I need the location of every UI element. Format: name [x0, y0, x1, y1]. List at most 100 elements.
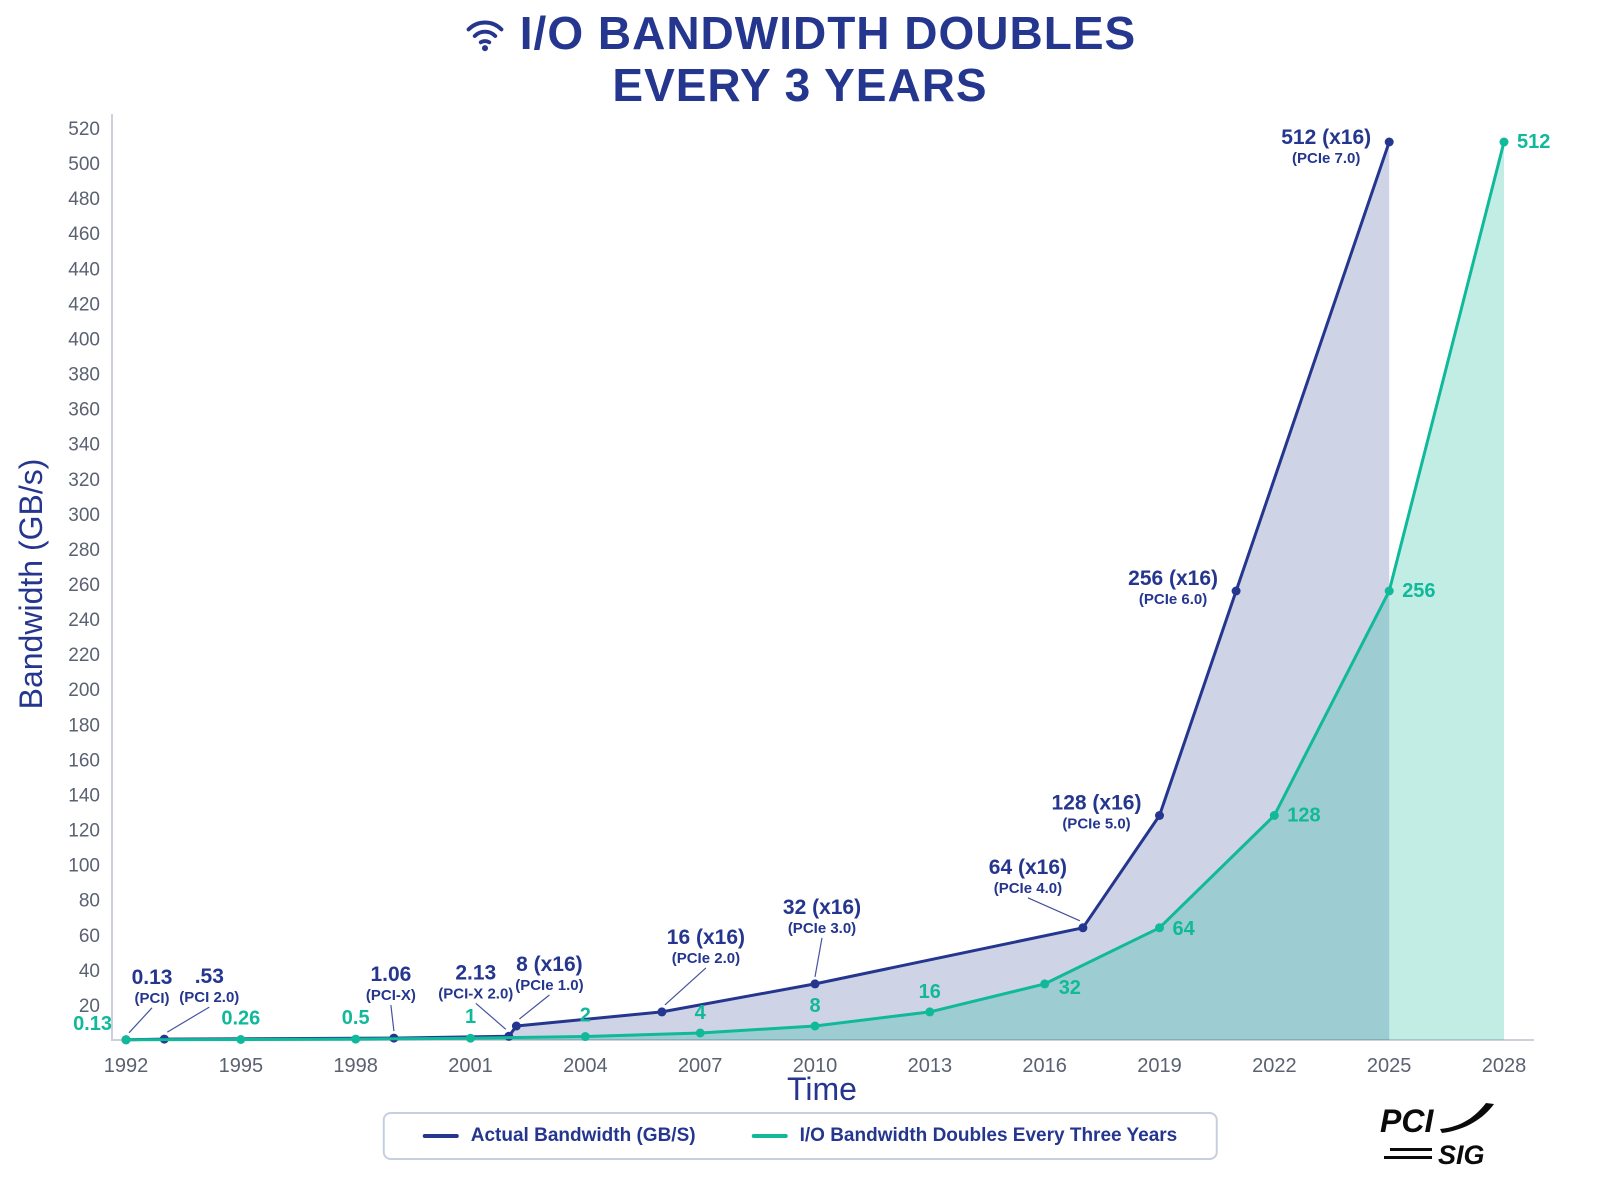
data-point [466, 1033, 475, 1043]
series-area-actual [126, 142, 1390, 1040]
point-value-label: 8 [809, 995, 820, 1017]
point-value-label: 0.5 [342, 1007, 370, 1029]
point-value-label: 4 [695, 1002, 707, 1024]
point-value-label: 128 [1287, 805, 1320, 827]
data-point [925, 1007, 935, 1017]
point-spec-label: (PCIe 3.0) [788, 920, 856, 937]
y-tick-label: 200 [68, 680, 100, 701]
point-value-label: 8 (x16) [516, 953, 583, 976]
label-leader-line [128, 1007, 153, 1034]
point-spec-label: (PCIe 7.0) [1292, 150, 1360, 167]
label-leader-line [166, 1006, 210, 1033]
y-tick-label: 440 [68, 259, 100, 280]
x-tick-label: 2022 [1252, 1055, 1297, 1077]
title-text-2: EVERY 3 YEARS [612, 58, 988, 111]
point-spec-label: (PCI) [135, 990, 170, 1007]
data-point [236, 1035, 246, 1044]
logo-pci-text: PCI [1380, 1103, 1434, 1139]
label-leader-line [475, 1002, 507, 1030]
label-leader-line [814, 937, 823, 978]
label-leader-line [519, 994, 550, 1020]
title-line-2: EVERY 3 YEARS [0, 58, 1600, 112]
x-tick-label: 1995 [219, 1055, 264, 1077]
x-tick-label: 2013 [908, 1055, 953, 1077]
y-tick-label: 360 [68, 400, 100, 421]
y-tick-label: 380 [68, 365, 100, 386]
legend-swatch [422, 1134, 459, 1138]
y-tick-label: 520 [68, 119, 100, 140]
data-point [1155, 811, 1164, 820]
point-value-label: 16 (x16) [667, 926, 745, 949]
point-value-label: 512 [1517, 131, 1550, 153]
point-value-label: 2 [580, 1005, 591, 1027]
legend: Actual Bandwidth (GB/S) I/O Bandwidth Dou… [382, 1112, 1218, 1160]
y-tick-label: 240 [68, 610, 100, 631]
y-tick-label: 460 [68, 224, 100, 245]
data-point [511, 1021, 521, 1031]
data-point [1078, 923, 1088, 933]
data-point [121, 1035, 131, 1045]
point-spec-label: (PCIe 6.0) [1139, 591, 1207, 608]
y-tick-label: 500 [68, 154, 100, 175]
point-value-label: 2.13 [455, 961, 496, 984]
data-point [1269, 811, 1279, 820]
point-value-label: 512 (x16) [1281, 126, 1371, 149]
point-value-label: 16 [919, 981, 941, 1003]
data-point [810, 1021, 820, 1031]
y-tick-label: 140 [68, 785, 100, 806]
point-value-label: 1 [465, 1006, 476, 1028]
data-point [1040, 979, 1050, 989]
y-tick-label: 100 [68, 856, 100, 877]
point-spec-label: (PCIe 1.0) [515, 977, 583, 994]
page-title: I/O BANDWIDTH DOUBLES EVERY 3 YEARS [0, 7, 1600, 112]
point-spec-label: (PCI-X) [366, 987, 416, 1004]
logo-swoosh-icon [1440, 1103, 1494, 1133]
point-value-label: 64 (x16) [989, 856, 1067, 879]
x-tick-label: 2001 [448, 1055, 493, 1077]
logo-speed-line [1384, 1156, 1432, 1159]
x-tick-label: 2007 [678, 1055, 723, 1077]
point-spec-label: (PCI 2.0) [179, 989, 239, 1006]
point-value-label: 0.13 [73, 1013, 112, 1035]
y-tick-label: 480 [68, 189, 100, 210]
data-point [1499, 137, 1509, 147]
y-tick-label: 180 [68, 715, 100, 736]
y-tick-label: 60 [79, 926, 100, 947]
y-tick-label: 320 [68, 470, 100, 491]
data-point [580, 1032, 590, 1041]
point-value-label: 1.06 [370, 963, 411, 986]
point-value-label: 0.13 [132, 966, 173, 989]
x-tick-label: 2010 [793, 1055, 838, 1077]
data-point [351, 1034, 361, 1044]
legend-swatch [751, 1134, 788, 1138]
y-tick-label: 80 [79, 891, 100, 912]
data-point [1231, 586, 1241, 596]
point-value-label: 32 [1059, 977, 1081, 999]
legend-label: I/O Bandwidth Doubles Every Three Years [799, 1125, 1178, 1146]
data-point [810, 979, 820, 989]
y-tick-label: 20 [79, 996, 100, 1017]
y-tick-label: 160 [68, 750, 100, 771]
series-area-projection [126, 142, 1504, 1040]
y-tick-label: 420 [68, 294, 100, 315]
title-line-1: I/O BANDWIDTH DOUBLES [0, 7, 1600, 60]
x-tick-label: 2025 [1367, 1055, 1412, 1077]
data-point [657, 1007, 667, 1017]
data-point [695, 1028, 705, 1038]
y-tick-label: 340 [68, 435, 100, 456]
point-spec-label: (PCIe 5.0) [1062, 816, 1130, 833]
point-spec-label: (PCIe 4.0) [994, 880, 1062, 897]
legend-item: Actual Bandwidth (GB/S) [422, 1125, 696, 1147]
y-axis-title: Bandwidth (GB/s) [13, 459, 49, 710]
data-point [1384, 137, 1394, 147]
point-value-label: 0.26 [221, 1008, 260, 1030]
point-spec-label: (PCIe 2.0) [672, 950, 740, 967]
point-spec-label: (PCI-X 2.0) [438, 985, 513, 1002]
legend-label: Actual Bandwidth (GB/S) [470, 1125, 696, 1146]
label-leader-line [1027, 897, 1081, 922]
logo-speed-line [1390, 1148, 1432, 1151]
x-tick-label: 1992 [104, 1055, 149, 1077]
label-leader-line [390, 1005, 395, 1032]
y-tick-label: 280 [68, 540, 100, 561]
